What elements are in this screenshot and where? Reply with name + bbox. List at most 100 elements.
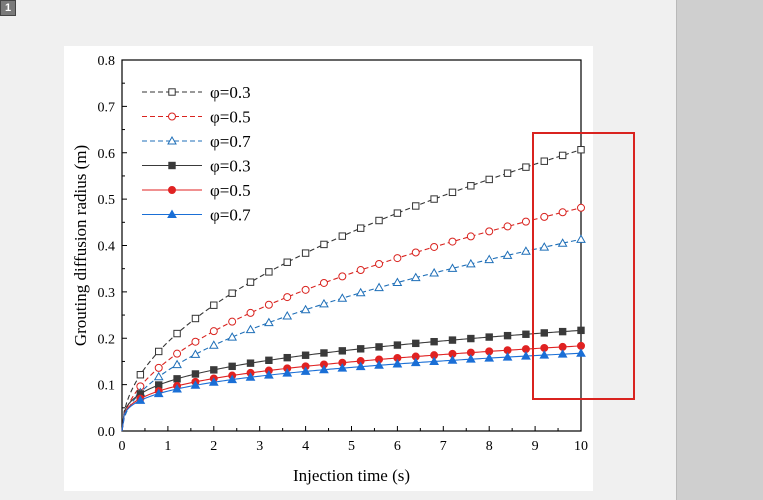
legend-label: φ=0.7 (210, 132, 251, 151)
data-point (264, 317, 274, 327)
data-point (374, 282, 384, 292)
data-point (338, 347, 347, 355)
data-point (356, 345, 365, 353)
data-point (375, 343, 383, 351)
y-tick-label: 0.3 (98, 286, 116, 301)
legend-marker (168, 161, 176, 170)
data-point (300, 304, 311, 314)
data-point (155, 347, 163, 356)
data-point (319, 278, 328, 287)
chart-page (64, 46, 593, 491)
data-point (265, 268, 273, 276)
legend-label: φ=0.3 (210, 157, 251, 176)
y-tick-label: 0.1 (98, 379, 116, 394)
data-point (577, 146, 585, 154)
data-point (153, 371, 164, 381)
data-point (245, 324, 256, 334)
legend-marker (168, 112, 176, 121)
data-point (502, 352, 513, 361)
data-point (246, 278, 255, 286)
data-point (430, 195, 438, 203)
data-point (448, 336, 457, 344)
data-point (153, 388, 164, 398)
data-point (411, 248, 420, 257)
data-point (467, 182, 475, 190)
page-number-badge[interactable]: 1 (0, 0, 16, 16)
legend-label: φ=0.3 (210, 83, 251, 102)
data-point (301, 351, 310, 359)
series-line-3 (121, 329, 582, 432)
data-point (282, 310, 293, 320)
data-point (246, 308, 255, 317)
data-point (283, 293, 292, 302)
data-point (412, 202, 420, 210)
data-point (392, 358, 403, 368)
data-point (264, 300, 273, 309)
data-point (301, 285, 310, 294)
legend-marker (167, 135, 177, 145)
x-tick-label: 9 (532, 439, 539, 454)
data-point (393, 341, 402, 349)
data-point (577, 326, 585, 335)
data-point (484, 254, 495, 264)
data-point (227, 332, 238, 341)
data-point (429, 356, 439, 365)
data-point (356, 266, 365, 275)
data-point (208, 377, 219, 386)
data-point (412, 339, 420, 348)
data-point (465, 354, 476, 363)
data-point (393, 254, 402, 263)
series-line-0 (121, 149, 582, 432)
x-tick-label: 6 (394, 439, 401, 454)
data-point (228, 317, 237, 326)
data-point (539, 242, 550, 251)
data-point (557, 349, 568, 358)
data-point (135, 395, 146, 404)
data-point (375, 216, 383, 225)
legend-marker (167, 209, 177, 218)
data-point (190, 349, 201, 358)
data-point (320, 349, 328, 357)
data-point (410, 357, 421, 367)
data-point (265, 356, 273, 365)
data-point (283, 353, 291, 362)
data-point (539, 350, 550, 359)
x-tick-label: 3 (256, 439, 263, 454)
data-point (173, 349, 182, 358)
x-tick-label: 1 (164, 439, 171, 454)
series-line-1 (121, 207, 582, 432)
data-point (465, 258, 476, 268)
y-tick-label: 0.6 (98, 147, 116, 162)
data-point (356, 224, 365, 232)
viewer-side-panel (676, 0, 763, 500)
series-line-5 (121, 352, 582, 432)
data-point (208, 340, 219, 349)
data-point (503, 169, 512, 177)
data-point (245, 372, 256, 381)
data-point (558, 327, 567, 336)
x-tick-label: 2 (210, 439, 217, 454)
data-point (466, 232, 475, 241)
data-point (522, 163, 530, 171)
data-point (557, 238, 568, 247)
data-point (172, 383, 182, 393)
legend-label: φ=0.5 (210, 181, 251, 200)
data-point (502, 250, 513, 259)
data-point (485, 333, 493, 341)
y-tick-label: 0.0 (98, 425, 116, 440)
data-point (282, 368, 293, 377)
data-point (393, 209, 402, 217)
data-point (540, 157, 548, 165)
x-tick-label: 0 (119, 439, 126, 454)
data-point (173, 375, 181, 383)
data-point (392, 277, 403, 287)
y-tick-label: 0.5 (98, 193, 116, 208)
data-point (576, 234, 586, 243)
y-tick-label: 0.7 (98, 100, 116, 115)
x-tick-label: 5 (348, 439, 355, 454)
data-point (467, 334, 475, 343)
data-point (283, 258, 291, 266)
data-point (430, 337, 438, 346)
data-point (484, 353, 495, 362)
